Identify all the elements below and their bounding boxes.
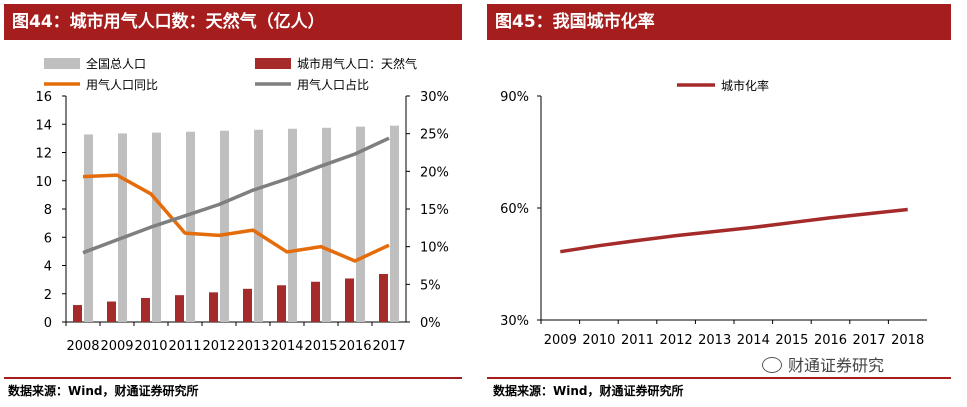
left-tick-label: 4 xyxy=(44,260,52,275)
x-tick-label: 2010 xyxy=(582,333,615,348)
x-tick-label: 2013 xyxy=(236,339,269,354)
y-tick-label: 90% xyxy=(500,90,529,105)
gas-population-chart: 0 2 4 6 8 10 12 14 16 0% 5% 10% 15% 20% 25% 30% 2008 2009… xyxy=(35,56,449,354)
right-tick-label: 20% xyxy=(420,165,449,180)
bar-gas-population xyxy=(345,278,354,322)
line-urbanization-rate xyxy=(560,207,908,254)
urbanization-chart: 30% 60% 90% 2009 2010 2011 2012 2013 2014 2015 201… xyxy=(500,78,927,348)
x-tick-label: 2016 xyxy=(338,339,371,354)
line-share xyxy=(82,136,390,255)
right-chart-panel: 图45：我国城市化率 30% 60% 90% 2009 2010 2011 2012 2013… xyxy=(487,0,967,407)
bar-total-population xyxy=(322,127,331,322)
left-chart-panel: 图44：城市用气人口数：天然气（亿人） 0 2 4 6 8 10 12 14 16 0% 5% 10%… xyxy=(0,0,470,407)
bar-total-population xyxy=(152,132,161,322)
watermark: 财通证券研究 xyxy=(762,352,884,376)
bar-total-population xyxy=(254,129,263,322)
bar-total-population xyxy=(356,126,365,323)
legend-urbanization-label: 城市化率 xyxy=(721,78,769,93)
left-bottom-rule xyxy=(4,377,462,379)
x-tick-label: 2014 xyxy=(270,339,303,354)
legend-total-population-label: 全国总人口 xyxy=(86,56,146,71)
bar-gas-population xyxy=(175,295,184,322)
bar-gas-population xyxy=(311,281,320,322)
bar-gas-population xyxy=(209,292,218,322)
left-tick-label: 12 xyxy=(35,147,52,162)
bar-total-population xyxy=(84,134,93,322)
wechat-icon xyxy=(762,356,782,373)
y-tick-label: 60% xyxy=(500,202,529,217)
legend-yoy-growth-label: 用气人口同比 xyxy=(86,77,158,92)
right-chart-title: 图45：我国城市化率 xyxy=(487,4,951,40)
x-tick-label: 2009 xyxy=(100,339,133,354)
x-tick-label: 2010 xyxy=(134,339,167,354)
left-tick-label: 8 xyxy=(44,203,52,218)
left-tick-label: 0 xyxy=(44,316,52,331)
left-tick-label: 10 xyxy=(35,175,52,190)
bar-gas-population xyxy=(107,301,116,322)
legend-gas-population-swatch xyxy=(255,58,291,69)
bar-gas-population xyxy=(243,288,252,322)
right-tick-label: 15% xyxy=(420,203,449,218)
x-tick-label: 2012 xyxy=(202,339,235,354)
legend-total-population-swatch xyxy=(44,58,80,69)
x-tick-label: 2018 xyxy=(891,333,924,348)
legend-share-label: 用气人口占比 xyxy=(297,77,369,92)
left-tick-label: 2 xyxy=(44,288,52,303)
bar-total-population xyxy=(118,133,127,322)
legend-gas-population-label: 城市用气人口：天然气 xyxy=(297,56,417,71)
watermark-text: 财通证券研究 xyxy=(788,356,885,375)
left-tick-label: 14 xyxy=(35,118,52,133)
x-tick-label: 2014 xyxy=(737,333,770,348)
x-tick-label: 2017 xyxy=(853,333,886,348)
x-tick-label: 2012 xyxy=(660,333,693,348)
bar-total-population xyxy=(186,131,195,322)
right-bottom-rule xyxy=(487,377,951,379)
right-tick-label: 10% xyxy=(420,241,449,256)
x-tick-label: 2016 xyxy=(814,333,847,348)
bar-gas-population xyxy=(141,297,150,322)
x-tick-label: 2013 xyxy=(698,333,731,348)
x-tick-label: 2017 xyxy=(372,339,405,354)
bar-gas-population xyxy=(73,305,82,322)
right-tick-label: 0% xyxy=(420,316,441,331)
right-source-note: 数据来源：Wind，财通证券研究所 xyxy=(493,384,684,398)
x-tick-label: 2011 xyxy=(621,333,654,348)
left-tick-label: 6 xyxy=(44,231,52,246)
x-tick-label: 2008 xyxy=(66,339,99,354)
y-tick-label: 30% xyxy=(500,314,529,329)
left-chart-title: 图44：城市用气人口数：天然气（亿人） xyxy=(4,4,462,40)
line-yoy-growth xyxy=(82,173,390,263)
bar-total-population xyxy=(288,128,297,322)
x-tick-label: 2015 xyxy=(304,339,337,354)
left-tick-label: 16 xyxy=(35,90,52,105)
right-tick-label: 25% xyxy=(420,128,449,143)
x-tick-label: 2009 xyxy=(544,333,577,348)
left-source-note: 数据来源：Wind，财通证券研究所 xyxy=(8,384,199,398)
bar-gas-population xyxy=(379,273,388,322)
x-tick-label: 2015 xyxy=(775,333,808,348)
bar-total-population xyxy=(390,125,399,322)
bar-gas-population xyxy=(277,285,286,322)
bar-total-population xyxy=(220,130,229,322)
right-tick-label: 30% xyxy=(420,90,449,105)
x-tick-label: 2011 xyxy=(168,339,201,354)
right-tick-label: 5% xyxy=(420,278,441,293)
